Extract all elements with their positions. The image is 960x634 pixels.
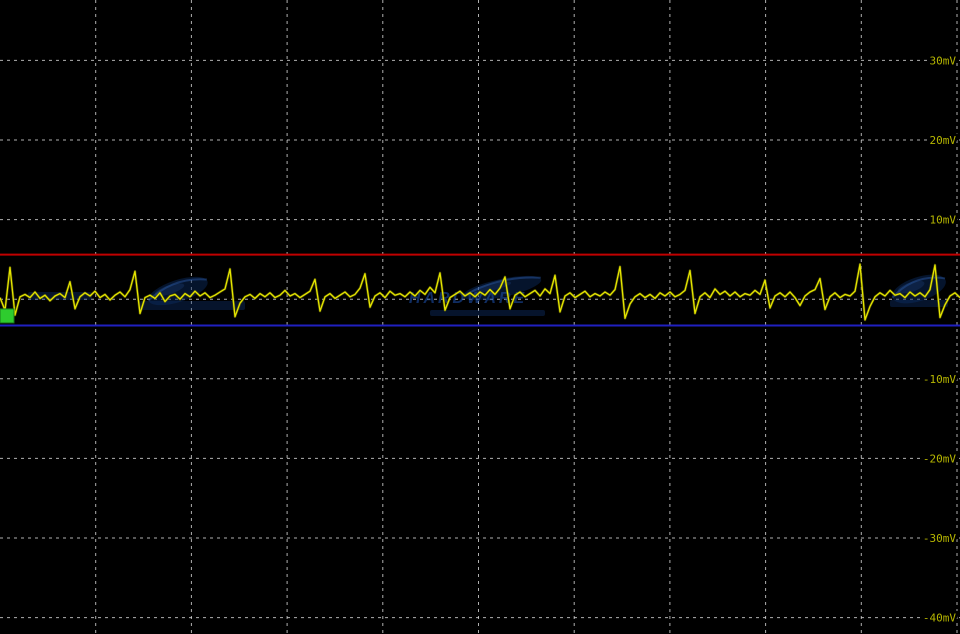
planet-highlight <box>154 283 185 297</box>
watermark-smalltext-bar <box>140 301 245 310</box>
watermark-smalltext-bar <box>430 310 545 316</box>
planet-highlight <box>897 280 925 294</box>
y-axis-label: 20mV <box>930 134 957 147</box>
y-axis-label: -40mV <box>923 612 956 625</box>
ground-level-marker[interactable] <box>0 308 15 324</box>
y-axis-label: -30mV <box>923 532 956 545</box>
y-axis-label: 10mV <box>930 214 957 227</box>
watermark-smalltext-bar <box>890 300 948 307</box>
y-axis-label: 30mV <box>930 54 957 67</box>
watermark-smalltext-bar <box>28 292 92 300</box>
y-axis-labels: 30mV 20mV 10mV -10mV -20mV -30mV -40mV <box>920 52 958 627</box>
y-axis-label: -20mV <box>923 452 956 465</box>
y-axis-label: -10mV <box>923 373 956 386</box>
channel-1-trace <box>0 263 960 321</box>
